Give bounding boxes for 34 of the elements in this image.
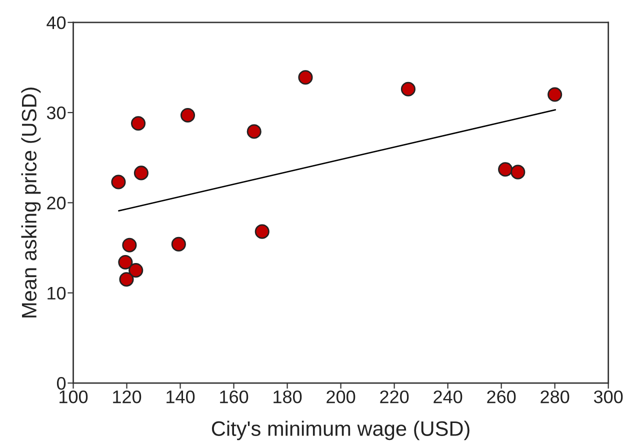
point [122,238,137,252]
point [134,166,148,180]
point [510,164,526,180]
y-axis-title: Mean asking price (USD) [21,88,41,318]
point [119,272,134,287]
x-tick-label: 220 [380,390,409,404]
y-tick-label: 20 [47,196,66,210]
x-tick-label: 160 [220,390,248,404]
point [111,174,126,190]
point [118,254,133,270]
x-tick-label: 280 [540,390,570,404]
y-tick-label: 10 [48,286,66,300]
point [498,162,513,177]
point [246,124,262,139]
y-tick-label: 40 [46,16,66,30]
x-tick-label: 180 [274,390,302,404]
y-tick-label: 30 [46,106,66,120]
point [254,224,270,239]
x-tick-label: 200 [326,390,356,404]
x-tick-label: 300 [594,390,623,404]
x-axis-title: City's minimum wage (USD) [212,420,470,440]
x-tick-label: 140 [166,390,195,404]
point [400,82,416,96]
point [298,70,313,85]
x-tick-label: 120 [113,390,142,404]
point [128,263,144,278]
x-tick-label: 260 [487,390,516,404]
y-tick-label: 0 [56,376,66,390]
x-tick-label: 240 [434,390,462,404]
point [180,108,196,123]
x-tick-label: 100 [60,390,88,404]
point [130,116,146,131]
point [171,236,186,252]
point [548,87,562,102]
